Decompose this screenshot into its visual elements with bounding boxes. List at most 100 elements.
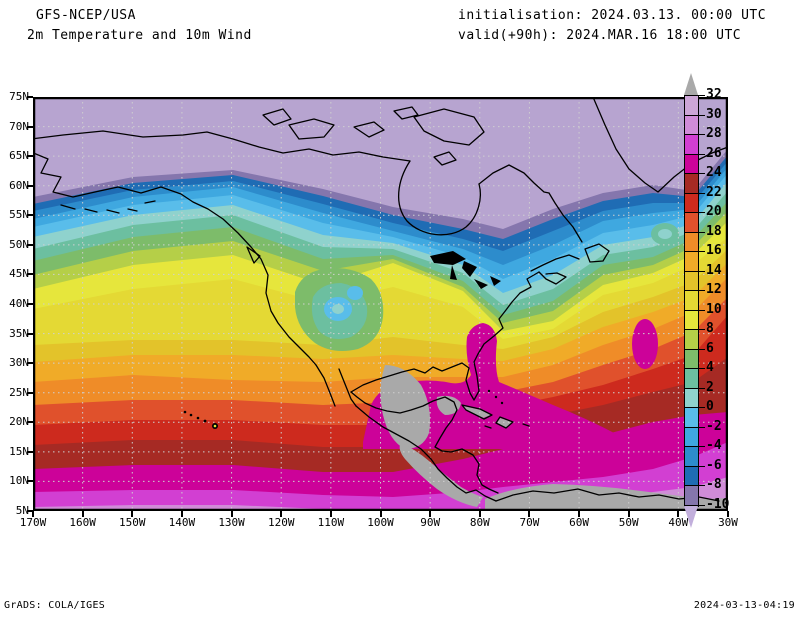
lon-tick-label: 40W	[668, 516, 689, 529]
colorbar-tick	[684, 465, 705, 467]
blob-atlantic-eddy-core	[658, 229, 672, 239]
bahamas-dot	[487, 389, 491, 393]
colorbar-tick	[684, 114, 705, 116]
island-cuba	[461, 404, 493, 420]
coast-arctic-mainland	[33, 130, 411, 162]
colorbar-value-label: -2	[706, 418, 722, 434]
lat-tick-label: 40N	[9, 297, 29, 310]
colorbar-segment	[685, 466, 698, 486]
lon-tick-mark	[180, 511, 183, 517]
lat-tick-mark	[27, 184, 33, 187]
colorbar-segment	[685, 232, 698, 252]
colorbar-below-min-arrow	[684, 505, 698, 528]
lat-tick-mark	[27, 303, 33, 305]
lat-tick-label: 25N	[9, 385, 29, 399]
coast-gulf-east	[350, 271, 540, 401]
lon-tick-label: 140W	[168, 516, 196, 529]
coast-mexico-east	[350, 391, 499, 494]
colorbar-value-label: -8	[706, 477, 722, 492]
colorbar-value-label: 14	[706, 262, 722, 278]
lon-tick-label: 90W	[420, 516, 441, 529]
lon-tick-mark	[677, 511, 680, 517]
island-devon	[393, 106, 419, 120]
colorbar-tick	[684, 173, 705, 174]
creation-timestamp: 2024-03-13-04:19	[693, 600, 795, 611]
colorbar-value-label: 28	[706, 126, 722, 141]
colorbar-value-label: 26	[706, 145, 722, 161]
lon-tick-mark	[478, 511, 481, 517]
colorbar-value-label: 18	[706, 223, 722, 239]
colorbar-tick	[684, 368, 705, 369]
lon-tick-mark	[727, 511, 729, 517]
colorbar-above-max-arrow	[684, 73, 698, 95]
colorbar-segment	[685, 349, 698, 369]
colorbar-value-label: 32	[706, 87, 722, 102]
colorbar-value-label: 12	[706, 282, 722, 297]
lat-tick-mark	[27, 273, 33, 276]
lake-huron	[462, 261, 477, 277]
coast-baja	[315, 364, 357, 407]
colorbar-value-label: -4	[706, 438, 722, 453]
lon-tick-label: 100W	[367, 516, 394, 529]
lon-tick-label: 150W	[119, 516, 146, 529]
colorbar-value-label: 20	[706, 204, 722, 219]
colorbar-segment	[685, 154, 698, 174]
colorbar-segment	[685, 252, 698, 272]
hawaii-dot	[203, 419, 207, 423]
colorbar-tick	[684, 407, 705, 408]
colorbar-segment	[685, 96, 698, 116]
coast-west	[33, 152, 317, 366]
colorbar-tick	[684, 251, 705, 252]
coast-nova-scotia	[538, 271, 567, 285]
colorbar-tick	[684, 270, 705, 272]
lon-tick-mark	[32, 511, 34, 517]
coast-labrador	[548, 192, 583, 243]
colorbar-value-label: -10	[706, 496, 730, 512]
coast-south-america	[495, 488, 720, 502]
hawaii-big-island-core	[213, 424, 217, 428]
island-victoria	[288, 118, 335, 140]
hot-south-america	[485, 484, 728, 511]
colorbar-tick	[684, 95, 705, 96]
colorbar: 32 30 28 26 24 22 20 18 16 14 12 10 8 6 4 2 0 -2 -4 -6 -8 -10	[684, 73, 744, 528]
lat-tick-mark	[27, 214, 33, 217]
blob-rockies-cyan2	[347, 286, 363, 300]
lon-tick-label: 130W	[218, 516, 245, 529]
coast-st-lawrence	[530, 254, 580, 272]
lake-ontario	[490, 276, 501, 286]
lake-michigan	[450, 265, 457, 280]
lake-superior	[430, 251, 466, 265]
colorbar-value-label: 6	[706, 340, 714, 356]
colorbar-value-label: 4	[706, 360, 714, 375]
lon-tick-mark	[280, 511, 283, 517]
colorbar-value-label: -6	[706, 457, 722, 473]
colorbar-segment	[685, 213, 698, 233]
colorbar-value-label: 8	[706, 321, 714, 336]
temperature-map	[33, 97, 728, 511]
great-lakes	[183, 251, 504, 429]
lat-tick-mark	[27, 243, 33, 246]
colorbar-segment	[685, 408, 698, 428]
colorbar-segment	[685, 330, 698, 350]
lon-tick-label: 170W	[19, 516, 47, 529]
lon-tick-mark	[131, 511, 134, 517]
lat-tick-mark	[27, 125, 33, 128]
lon-tick-mark	[528, 511, 531, 517]
lat-tick-mark	[27, 450, 33, 453]
lat-tick-mark	[27, 480, 33, 483]
lat-tick-mark	[27, 510, 33, 512]
lon-tick-mark	[379, 511, 382, 517]
lon-tick-label: 30W	[718, 516, 738, 529]
blob-rockies-core	[332, 304, 344, 314]
aleutian-islands	[60, 200, 156, 214]
lat-tick-label: 50N	[9, 237, 29, 251]
lat-tick-label: 60N	[9, 178, 29, 192]
coast-newfoundland	[584, 243, 610, 263]
colorbar-value-label: 2	[706, 379, 714, 395]
lon-tick-mark	[230, 511, 233, 517]
lat-tick-label: 10N	[9, 474, 29, 488]
colorbar-segment	[685, 369, 698, 389]
lat-tick-label: 20N	[9, 415, 29, 429]
colorbar-tick	[684, 290, 705, 291]
island-baffin	[413, 108, 485, 146]
